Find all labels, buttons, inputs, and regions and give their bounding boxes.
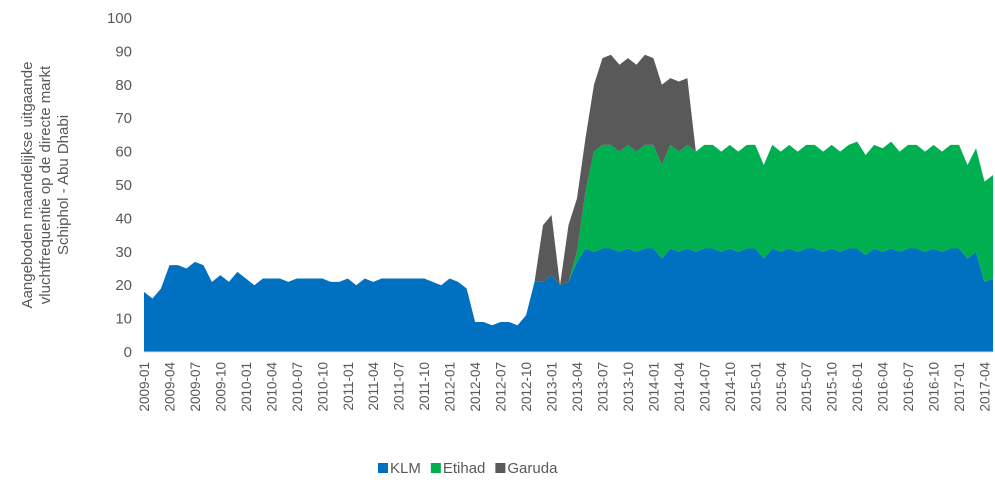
- x-tick-label: 2013-01: [545, 362, 560, 412]
- y-tick-label: 50: [115, 177, 132, 194]
- y-tick-label: 80: [115, 77, 132, 94]
- legend-swatch: [495, 463, 506, 473]
- x-tick-label: 2013-07: [595, 362, 610, 412]
- y-tick-label: 40: [115, 210, 132, 227]
- x-tick-label: 2011-04: [366, 362, 381, 411]
- x-tick-label: 2014-07: [697, 362, 712, 412]
- x-tick-label: 2009-01: [137, 362, 152, 412]
- y-label-line: Schiphol - Abu Dhabi: [55, 115, 72, 255]
- y-tick-label: 30: [115, 244, 132, 261]
- x-tick-label: 2009-04: [162, 362, 177, 412]
- x-tick-label: 2012-01: [443, 362, 458, 412]
- x-tick-label: 2012-07: [494, 362, 509, 412]
- legend-label: KLM: [390, 460, 421, 477]
- y-tick-label: 10: [115, 311, 132, 328]
- area: [144, 54, 993, 326]
- legend-label: Garuda: [507, 460, 558, 477]
- x-tick-label: 2011-01: [341, 362, 356, 411]
- x-tick-label: 2016-04: [876, 362, 891, 412]
- x-tick-label: 2017-01: [952, 362, 967, 412]
- x-tick-label: 2015-07: [799, 362, 814, 412]
- x-tick-label: 2010-04: [264, 362, 279, 412]
- y-label-line: vluchtfrequentie op de directe markt: [37, 65, 54, 304]
- x-tick-label: 2015-10: [825, 362, 840, 412]
- y-tick-label: 0: [124, 344, 132, 361]
- x-tick-label: 2014-04: [672, 362, 687, 412]
- legend-swatch: [378, 463, 388, 473]
- x-tick-label: 2016-10: [927, 362, 942, 412]
- x-tick-label: 2010-01: [239, 362, 254, 412]
- x-tick-label: 2016-01: [850, 362, 865, 412]
- legend-swatch: [430, 463, 441, 473]
- y-tick-label: 100: [107, 10, 132, 27]
- x-tick-label: 2015-01: [748, 362, 763, 412]
- area: [144, 141, 993, 326]
- area: [144, 248, 993, 352]
- x-tick-label: 2014-01: [646, 362, 661, 412]
- x-tick-label: 2014-10: [723, 362, 738, 412]
- x-tick-label: 2016-07: [901, 362, 916, 412]
- x-tick-label: 2011-10: [417, 362, 432, 411]
- y-tick-label: 20: [115, 277, 132, 294]
- legend-label: Etihad: [443, 460, 486, 477]
- y-tick-label: 60: [115, 144, 132, 161]
- x-tick-label: 2012-04: [468, 362, 483, 412]
- y-tick-label: 90: [115, 43, 132, 60]
- x-tick-label: 2010-07: [290, 362, 305, 412]
- x-tick-label: 2015-04: [774, 362, 789, 412]
- x-tick-label: 2009-10: [213, 362, 228, 412]
- y-tick-label: 70: [115, 110, 132, 127]
- x-tick-label: 2010-10: [315, 362, 330, 412]
- x-tick-label: 2013-04: [570, 362, 585, 412]
- y-label-line: Aangeboden maandelijkse uitgaande: [19, 62, 36, 309]
- x-tick-label: 2009-07: [188, 362, 203, 412]
- x-tick-label: 2013-10: [621, 362, 636, 412]
- x-tick-label: 2017-04: [978, 362, 993, 412]
- x-tick-label: 2011-07: [392, 362, 407, 411]
- y-axis-title: Aangeboden maandelijkse uitgaande vlucht…: [19, 62, 72, 309]
- x-tick-label: 2012-10: [519, 362, 534, 412]
